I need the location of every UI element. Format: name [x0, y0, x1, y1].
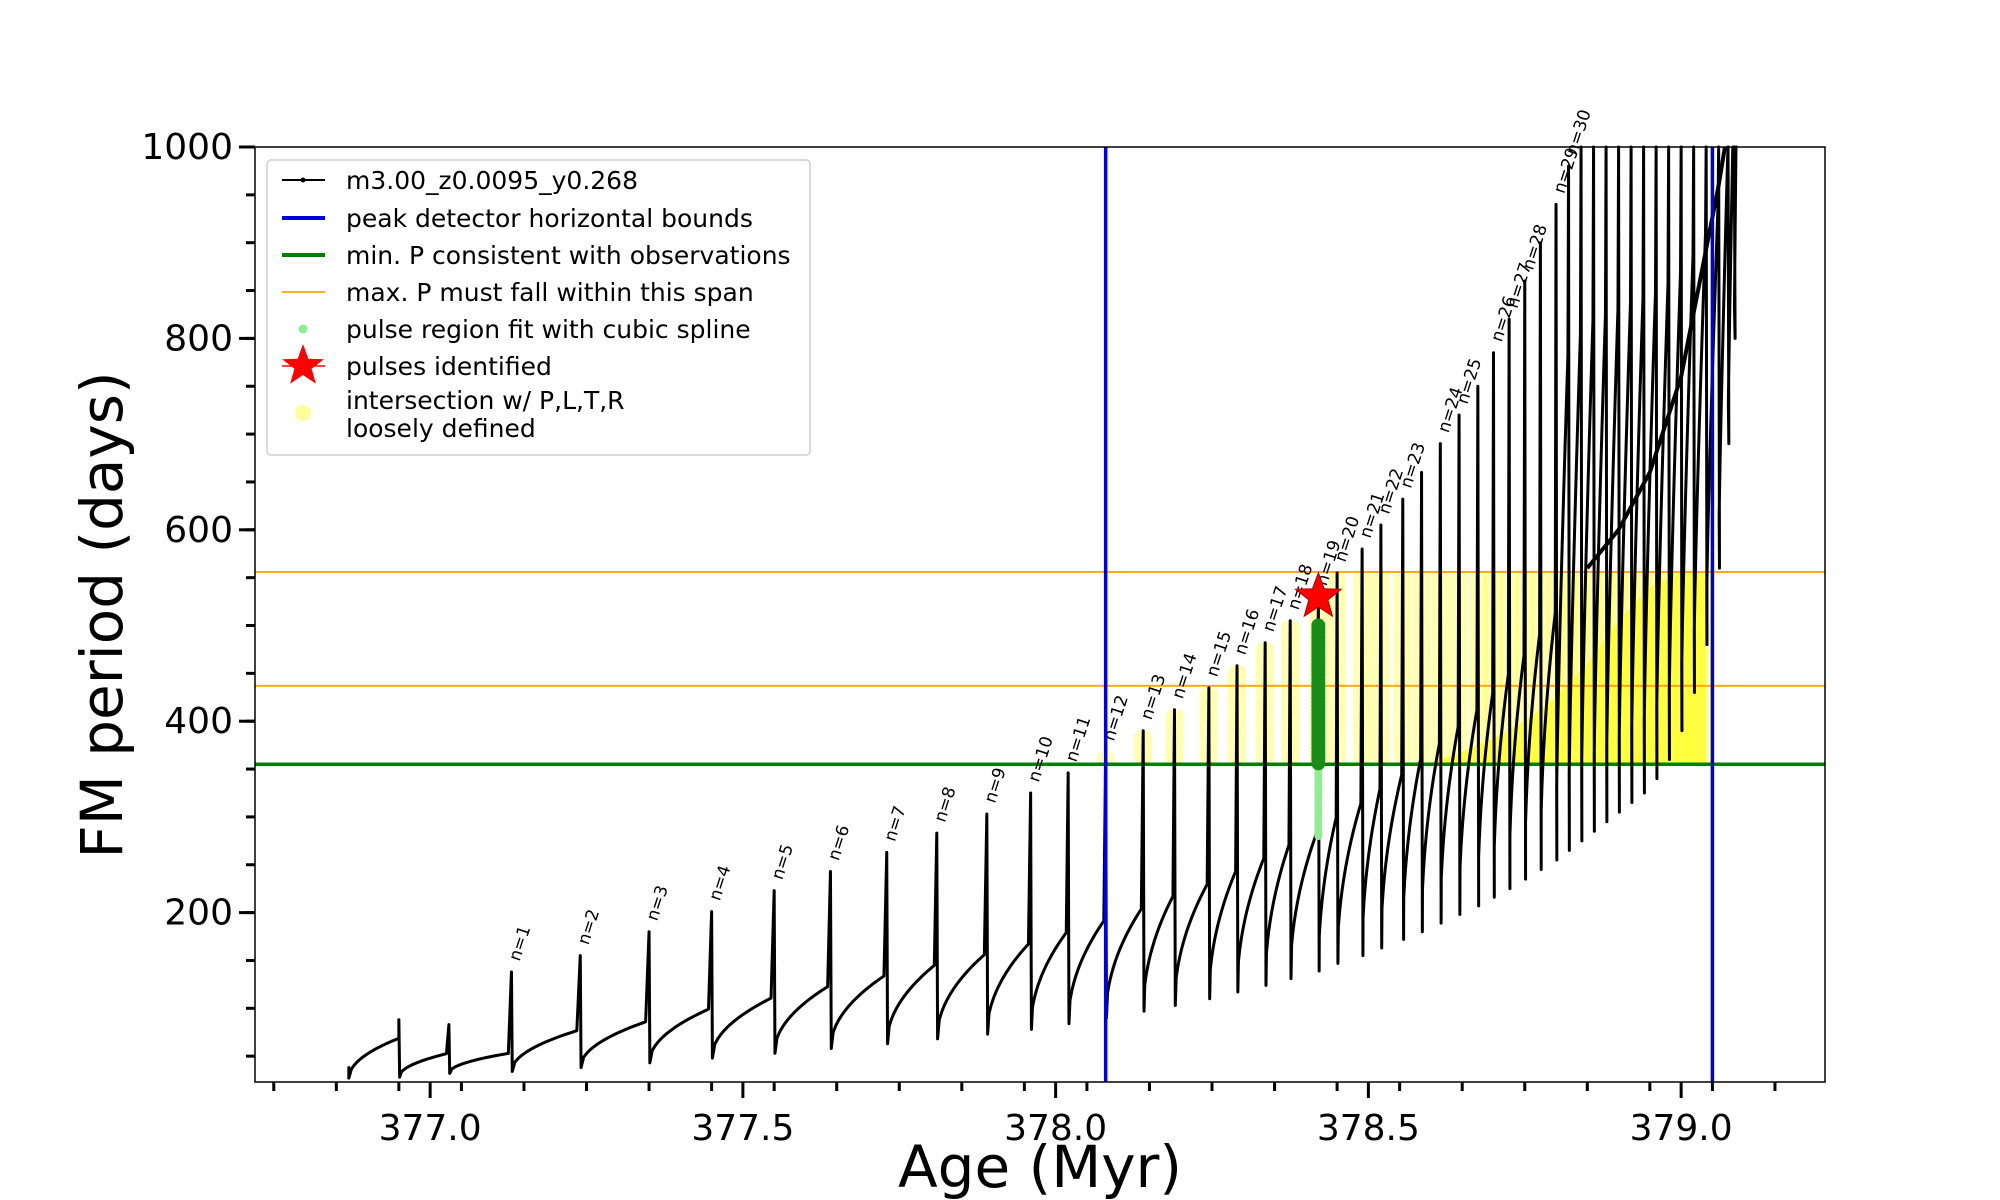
- plot-frame: [254, 146, 1826, 1083]
- pulse-label: n=25: [1453, 356, 1486, 407]
- y-axis-label: FM period (days): [68, 371, 136, 858]
- pulse-label: n=9: [981, 765, 1011, 805]
- x-tick-label: 378.0: [1004, 1108, 1107, 1149]
- x-axis-label: Age (Myr): [898, 1133, 1182, 1200]
- y-tick-label: 1000: [141, 127, 233, 168]
- pulse-label: n=7: [880, 804, 910, 844]
- axis-layer: 377.0 377.5 378.0 378.5 379.0 200 400 600 800 100…: [141, 127, 1777, 1149]
- pulse-label: n=5: [768, 842, 798, 882]
- pulse-label: n=13: [1137, 672, 1170, 723]
- y-tick-label: 400: [164, 701, 233, 742]
- legend-label: max. P must fall within this span: [346, 278, 754, 307]
- y-tick-label: 800: [164, 318, 233, 359]
- pulse-label: n=11: [1062, 714, 1095, 765]
- x-tick-label: 377.5: [691, 1108, 794, 1149]
- legend-swatch: [300, 177, 306, 183]
- legend-label: loosely defined: [346, 414, 536, 443]
- pulse-label: n=1: [505, 923, 535, 963]
- legend-label: pulse region fit with cubic spline: [346, 315, 751, 344]
- legend-box: [266, 159, 811, 456]
- x-tick-label: 377.0: [379, 1108, 482, 1149]
- pulse-label: n=4: [705, 863, 735, 903]
- identified-pulse-star: [1294, 571, 1343, 618]
- x-tick-label: 379.0: [1630, 1108, 1733, 1149]
- legend-swatch: [282, 344, 324, 384]
- model-track-envelope: [1585, 146, 1727, 570]
- legend-swatch: [295, 405, 311, 421]
- intersection-wedge: [1424, 571, 1707, 765]
- model-track: [347, 145, 1739, 1080]
- pulse-label: n=14: [1168, 651, 1201, 702]
- legend-label: min. P consistent with observations: [346, 241, 791, 270]
- pulse-label: n=2: [574, 907, 604, 947]
- pulse-label: n=6: [824, 823, 854, 863]
- pulse-label: n=23: [1397, 440, 1430, 491]
- x-tick-label: 378.5: [1317, 1108, 1420, 1149]
- pulse-label: n=30: [1562, 107, 1595, 158]
- spline-point: [1311, 618, 1326, 633]
- legend-label: m3.00_z0.0095_y0.268: [346, 166, 638, 195]
- y-tick-label: 200: [164, 893, 233, 934]
- legend-label: pulses identified: [346, 352, 552, 381]
- pulse-label: n=8: [931, 784, 961, 824]
- y-tick-label: 600: [164, 510, 233, 551]
- pulse-label: n=3: [643, 883, 673, 923]
- pulse-label: n=10: [1024, 734, 1057, 785]
- legend-label: intersection w/ P,L,T,R: [346, 386, 625, 415]
- legend-label: peak detector horizontal bounds: [346, 204, 753, 233]
- pulse-label: n=28: [1518, 222, 1551, 273]
- legend-swatch: [298, 324, 308, 334]
